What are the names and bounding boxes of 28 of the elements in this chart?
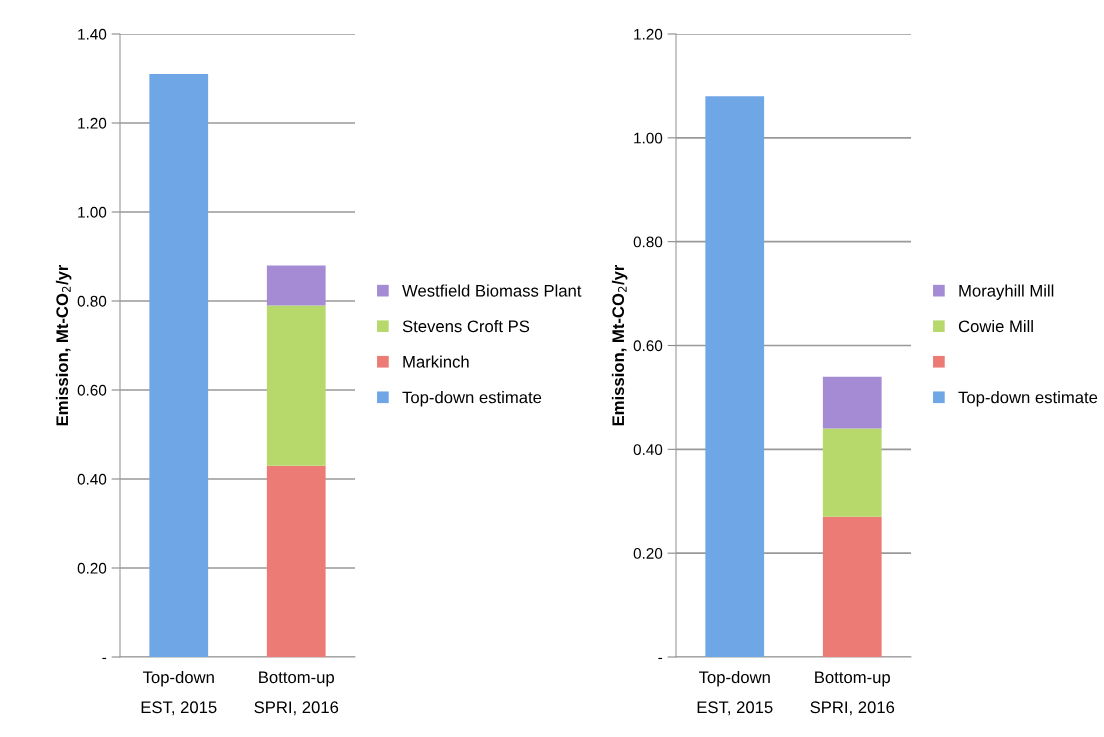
y-tick-label: 1.40 (78, 28, 107, 40)
y-tick-label: 1.00 (78, 206, 107, 218)
x-tick-label: Top-down EST, 2015 (141, 670, 217, 716)
y-tick-label: 0.40 (77, 473, 107, 485)
legend-label: Top-down estimate (958, 391, 1098, 407)
y-tick-label: - (658, 657, 663, 660)
y-tick-label: 0.60 (633, 340, 663, 352)
x-tick-label: Bottom-up SPRI, 2016 (810, 671, 895, 716)
y-tick-label: 1.20 (78, 117, 107, 129)
legend-label: Westfield Biomass Plant (402, 284, 582, 297)
y-tick-label: 0.80 (633, 236, 663, 248)
x-tick-label: Bottom-up SPRI, 2016 (254, 671, 339, 716)
y-tick-label: 1.00 (634, 132, 663, 144)
x-tick-label: Top-down EST, 2015 (697, 670, 773, 716)
y-axis-title: Emission, Mt-CO$_{2}$/yr (55, 264, 72, 426)
y-tick-label: 0.20 (633, 548, 663, 559)
y-tick-label: 0.20 (77, 562, 107, 574)
legend-label: Morayhill Mill (959, 284, 1054, 300)
y-tick-label: 0.40 (633, 444, 663, 456)
y-tick-label: 1.20 (634, 28, 663, 40)
y-tick-label: 0.80 (77, 295, 107, 307)
legend-label: Cowie Mill (958, 319, 1033, 333)
y-tick-label: 0.60 (77, 384, 107, 396)
legend-label: Top-down estimate (402, 391, 542, 407)
legend-label: Markinch (403, 355, 469, 368)
y-tick-label: - (102, 657, 107, 660)
legend-label: Stevens Croft PS (402, 319, 530, 333)
y-axis-title: Emission, Mt-CO$_{2}$/yr (611, 264, 628, 426)
